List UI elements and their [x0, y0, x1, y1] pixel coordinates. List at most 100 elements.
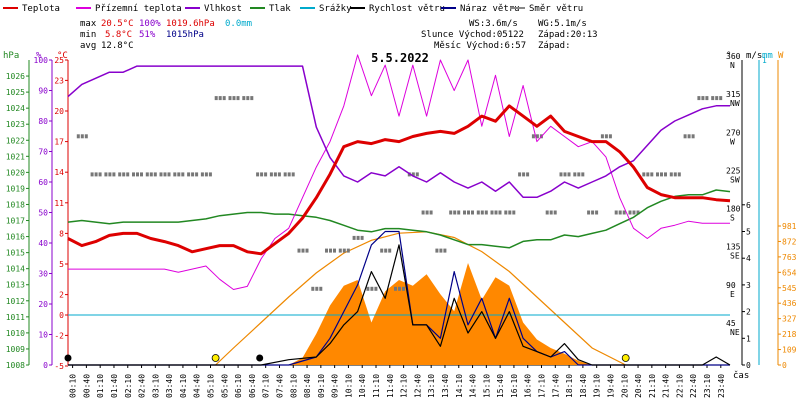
wind-dir-point — [563, 172, 567, 177]
wind-dir-point — [305, 248, 309, 253]
wind-dir-point — [256, 172, 260, 177]
wind-dir-point — [149, 172, 153, 177]
wind-dir-point — [388, 248, 392, 253]
humidity_pct-tick-label: 0 — [43, 361, 48, 370]
wind-dir-point — [84, 134, 88, 139]
wind-dir-point — [504, 210, 508, 215]
wind-dir-point — [159, 172, 163, 177]
wind-dir-point — [687, 134, 691, 139]
wind-dir-point — [549, 210, 553, 215]
temperature_c-tick-label: 2 — [59, 291, 64, 300]
wind-dir-point — [591, 210, 595, 215]
pressure_hpa-tick-label: 1016 — [6, 233, 25, 242]
x-tick-label: 22:40 — [689, 374, 698, 398]
x-tick-label: 08:40 — [303, 374, 312, 398]
x-tick-label: 01:10 — [96, 374, 105, 398]
x-tick-label: 15:40 — [496, 374, 505, 398]
wind-dir-point — [366, 286, 370, 291]
stats-avg-temp: 12.8°C — [101, 41, 134, 51]
wind-dir-point — [691, 134, 695, 139]
wind-dir-point — [173, 172, 177, 177]
wind-dir-point — [297, 248, 301, 253]
solar-area — [68, 263, 730, 365]
legend-label-precip: Srážky — [319, 4, 352, 14]
moon-rise: Měsíc Východ:6:57 — [434, 41, 526, 51]
x-tick-label: 23:40 — [717, 374, 726, 398]
sunset-marker — [621, 354, 630, 362]
stats-min-press: 1015hPa — [166, 30, 204, 40]
humidity_pct-tick-label: 90 — [38, 87, 48, 96]
temperature_c-tick-label: 14 — [54, 168, 64, 177]
stats-max-hum: 100% — [139, 19, 161, 29]
wind-dir-point — [618, 210, 622, 215]
x-tick-label: 21:40 — [662, 374, 671, 398]
wind-dir-point — [246, 96, 250, 101]
unit-deg: ° — [726, 51, 731, 61]
wind-dir-point — [98, 172, 102, 177]
pressure_hpa-tick-label: 1015 — [6, 249, 25, 258]
wind-dir-point — [545, 210, 549, 215]
wind-dir-point — [490, 210, 494, 215]
pressure_hpa-tick-label: 1014 — [6, 265, 25, 274]
wind-dir-point — [311, 286, 315, 291]
x-tick-label: 04:10 — [179, 374, 188, 398]
wind-dir-point — [104, 172, 108, 177]
x-tick-label: 10:40 — [358, 374, 367, 398]
x-tick-label: 03:10 — [151, 374, 160, 398]
wind-dir-point — [664, 172, 667, 177]
wind-dir-point — [204, 172, 208, 177]
wind-dir-point — [642, 172, 646, 177]
x-tick-label: 13:40 — [441, 374, 450, 398]
wind-dir-point — [415, 172, 419, 177]
wind-dir-point — [711, 96, 715, 101]
x-tick-label: 14:10 — [455, 374, 464, 398]
unit-ms: m/s — [746, 51, 762, 61]
wind-dir-point — [167, 172, 171, 177]
wind-dir-point — [145, 172, 149, 177]
wind-dir-point — [136, 172, 139, 177]
wind-dir-point — [573, 172, 577, 177]
solar-radiation-area — [68, 263, 730, 365]
pressure_hpa-tick-label: 1021 — [6, 152, 25, 161]
wind-dir-point — [374, 286, 378, 291]
wind-dir-point — [660, 172, 663, 177]
solar-axis: 0 109 218 327 436 545 654 763 872 981 — [778, 222, 797, 370]
solar-tick-label: 981 — [782, 222, 797, 231]
x-tick-label: 17:40 — [551, 374, 560, 398]
solar-tick-label: 218 — [782, 330, 797, 339]
wind-dir-point — [669, 172, 673, 177]
wind-dir-point — [449, 210, 453, 215]
x-tick-label: 21:10 — [648, 374, 657, 398]
wind-dir-point — [402, 286, 405, 291]
wind-dir-tick-label: 315 — [726, 90, 741, 99]
wind-dir-point — [287, 172, 291, 177]
wind-dir-point — [439, 248, 443, 253]
legend-label-ground-temp: Přízemní teplota — [95, 4, 182, 14]
moonset-marker — [64, 354, 72, 362]
wind-dir-tick-label: 90 — [726, 281, 736, 290]
wind-dir-compass-label: NE — [730, 328, 740, 337]
x-tick-label: 08:10 — [289, 374, 298, 398]
wind-dir-point — [187, 172, 191, 177]
wind-dir-point — [250, 96, 254, 101]
wind-dir-point — [697, 96, 701, 101]
sunrise-marker — [211, 354, 220, 362]
wind-dir-point — [291, 172, 295, 177]
humidity_pct-tick-label: 60 — [38, 178, 48, 187]
wind-dir-point — [346, 248, 350, 253]
x-tick-label: 14:40 — [469, 374, 478, 398]
legend-label-wind-dir: Směr větru — [529, 4, 583, 14]
wind-dir-compass-label: SW — [730, 175, 740, 184]
humidity_pct-tick-label: 80 — [38, 117, 48, 126]
temperature_c-tick-label: 5 — [59, 260, 64, 269]
pressure-line — [67, 189, 731, 249]
wind-dir-point — [677, 172, 681, 177]
wind-wg: WG:5.1m/s — [538, 19, 587, 29]
solar-tick-label: 872 — [782, 237, 797, 246]
wind-dir-point — [646, 172, 650, 177]
wind-dir-point — [273, 172, 277, 177]
wind-dir-point — [498, 210, 502, 215]
wind-dir-compass-label: NW — [730, 99, 740, 108]
solar-tick-label: 436 — [782, 299, 797, 308]
